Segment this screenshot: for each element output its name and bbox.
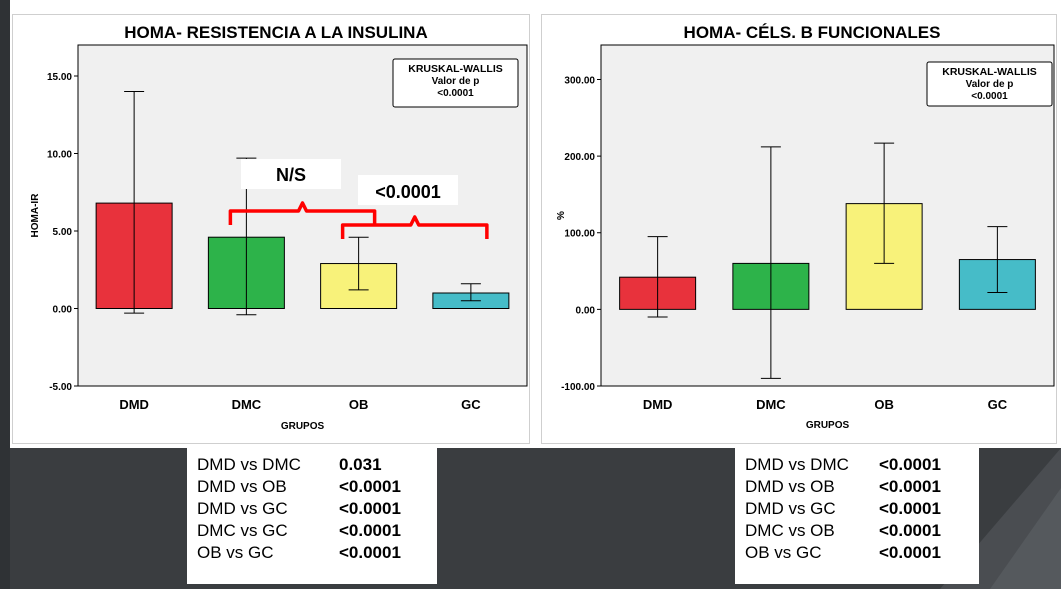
- comparison-label: OB vs GC: [745, 543, 822, 562]
- y-tick-label: 200.00: [564, 152, 595, 163]
- x-category-label: DMD: [119, 397, 149, 412]
- x-category-label: DMD: [643, 397, 673, 412]
- kruskal-wallis-pvalue: <0.0001: [437, 88, 474, 99]
- comparison-label: DMD vs GC: [197, 499, 288, 518]
- homa-b-comparisons-table: DMD vs DMC <0.0001 DMD vs OB <0.0001 DMD v…: [735, 448, 979, 584]
- kruskal-wallis-line1: Valor de p: [966, 79, 1014, 90]
- comparison-p-value: <0.0001: [339, 521, 401, 540]
- comparison-row: DMD vs GC <0.0001: [745, 498, 971, 520]
- x-category-label: OB: [874, 397, 894, 412]
- comparison-p-value: <0.0001: [879, 477, 941, 496]
- comparison-label: DMD vs OB: [197, 477, 287, 496]
- homa-ir-chart-panel: HOMA- RESISTENCIA A LA INSULINA 15.00 10.0…: [12, 14, 530, 444]
- y-tick-label: 15.00: [47, 72, 72, 83]
- y-tick-label: 0.00: [576, 305, 596, 316]
- kruskal-wallis-pvalue: <0.0001: [971, 91, 1008, 102]
- kruskal-wallis-line1: Valor de p: [432, 76, 480, 87]
- comparison-label: DMD vs OB: [745, 477, 835, 496]
- comparison-label: DMD vs DMC: [197, 455, 301, 474]
- comparison-row: DMC vs GC <0.0001: [197, 520, 429, 542]
- annotation-background: [241, 159, 341, 189]
- comparison-row: DMD vs DMC <0.0001: [745, 454, 971, 476]
- homa-b-chart: HOMA- CÉLS. B FUNCIONALES 300.00 200.00 100…: [556, 23, 1055, 431]
- comparison-label: DMC vs OB: [745, 521, 835, 540]
- comparison-row: DMD vs OB <0.0001: [745, 476, 971, 498]
- homa-ir-comparisons-table: DMD vs DMC 0.031 DMD vs OB <0.0001 DMD vs …: [187, 448, 437, 584]
- comparison-p-value: <0.0001: [339, 543, 401, 562]
- comparison-row: DMD vs OB <0.0001: [197, 476, 429, 498]
- comparison-row: DMD vs DMC 0.031: [197, 454, 429, 476]
- x-category-label: GC: [461, 397, 481, 412]
- kruskal-wallis-title: KRUSKAL-WALLIS: [942, 66, 1037, 78]
- comparison-row: DMC vs OB <0.0001: [745, 520, 971, 542]
- slide-left-stripe: [0, 0, 10, 589]
- chart-title: HOMA- RESISTENCIA A LA INSULINA: [124, 23, 427, 42]
- x-axis-label: GRUPOS: [806, 420, 850, 431]
- y-tick-label: 10.00: [47, 150, 72, 161]
- comparison-p-value: <0.0001: [879, 521, 941, 540]
- y-axis-label: HOMA-IR: [30, 193, 41, 238]
- comparison-p-value: <0.0001: [879, 499, 941, 518]
- comparison-label: OB vs GC: [197, 543, 274, 562]
- kruskal-wallis-box: [392, 58, 519, 108]
- x-category-label: DMC: [232, 397, 262, 412]
- chart-title: HOMA- CÉLS. B FUNCIONALES: [684, 23, 941, 42]
- x-category-label: GC: [988, 397, 1008, 412]
- significance-label: N/S: [276, 165, 306, 185]
- kruskal-wallis-box: [926, 61, 1053, 107]
- significance-bracket: [340, 215, 489, 239]
- significance-bracket: [228, 201, 377, 225]
- comparison-label: DMD vs DMC: [745, 455, 849, 474]
- y-tick-label: 300.00: [564, 75, 595, 86]
- y-tick-label: -100.00: [561, 382, 595, 393]
- comparison-row: DMD vs GC <0.0001: [197, 498, 429, 520]
- homa-ir-chart: HOMA- RESISTENCIA A LA INSULINA 15.00 10.0…: [30, 23, 528, 432]
- x-category-label: OB: [349, 397, 369, 412]
- x-axis-label: GRUPOS: [281, 421, 325, 432]
- x-category-label: DMC: [756, 397, 786, 412]
- comparison-label: DMC vs GC: [197, 521, 288, 540]
- comparison-p-value: <0.0001: [339, 499, 401, 518]
- y-tick-label: -5.00: [49, 382, 72, 393]
- y-tick-label: 0.00: [53, 305, 73, 316]
- annotation-background: [358, 175, 458, 205]
- significance-label: <0.0001: [375, 182, 441, 202]
- comparison-row: OB vs GC <0.0001: [197, 542, 429, 564]
- y-axis-label: %: [556, 211, 567, 220]
- comparison-p-value: <0.0001: [879, 543, 941, 562]
- comparison-row: OB vs GC <0.0001: [745, 542, 971, 564]
- comparison-label: DMD vs GC: [745, 499, 836, 518]
- comparison-p-value: <0.0001: [339, 477, 401, 496]
- kruskal-wallis-title: KRUSKAL-WALLIS: [408, 63, 503, 75]
- homa-b-chart-panel: HOMA- CÉLS. B FUNCIONALES 300.00 200.00 100…: [541, 14, 1057, 444]
- comparison-p-value: 0.031: [339, 455, 382, 474]
- comparison-p-value: <0.0001: [879, 455, 941, 474]
- y-tick-label: 100.00: [564, 229, 595, 240]
- y-tick-label: 5.00: [53, 227, 73, 238]
